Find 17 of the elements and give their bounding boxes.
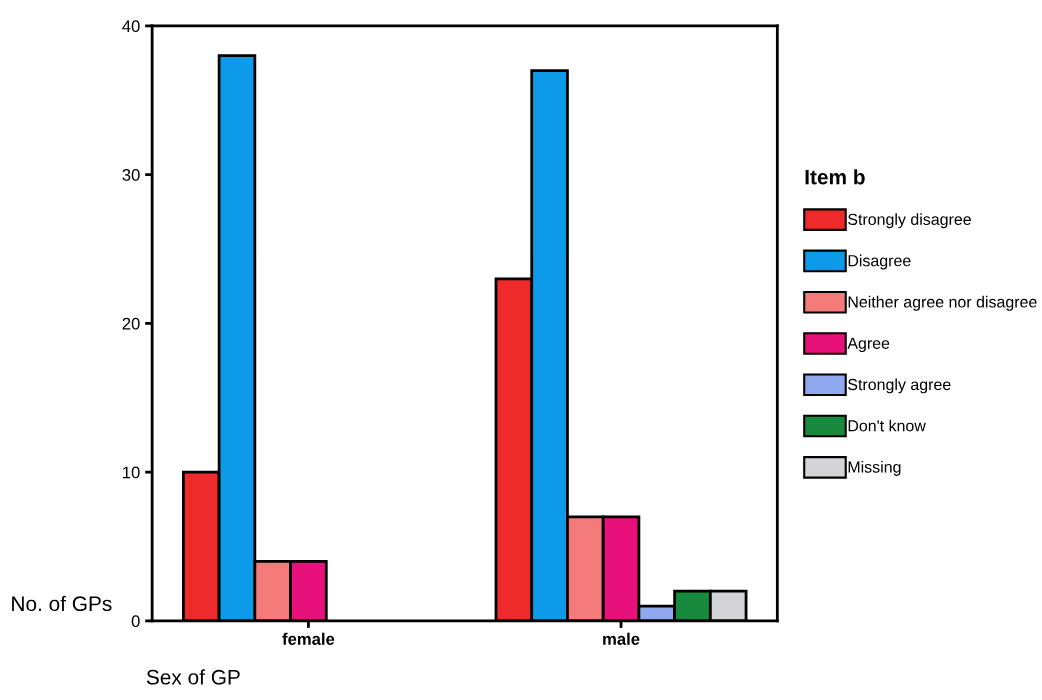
x-axis-title: Sex of GP <box>146 669 240 685</box>
legend-label: Disagree <box>848 254 911 270</box>
x-tick-label: female <box>282 632 335 645</box>
y-tick-label: 0 <box>131 615 140 628</box>
legend-label: Missing <box>848 461 901 476</box>
y-tick-label: 20 <box>122 317 140 330</box>
y-axis-title: No. of GPs <box>12 595 112 612</box>
y-tick-label: 40 <box>122 20 140 33</box>
y-tick-label: 10 <box>123 466 140 479</box>
legend-label: Strongly disagree <box>848 213 971 229</box>
y-tick-label: 30 <box>122 169 140 181</box>
legend-label: Strongly agree <box>848 378 951 394</box>
x-tick-label: male <box>603 632 640 645</box>
legend-title: Item b <box>805 169 865 185</box>
legend-label: Don't know <box>848 419 926 432</box>
legend-label: Neither agree nor disagree <box>848 295 1037 311</box>
legend-label: Agree <box>847 337 890 353</box>
